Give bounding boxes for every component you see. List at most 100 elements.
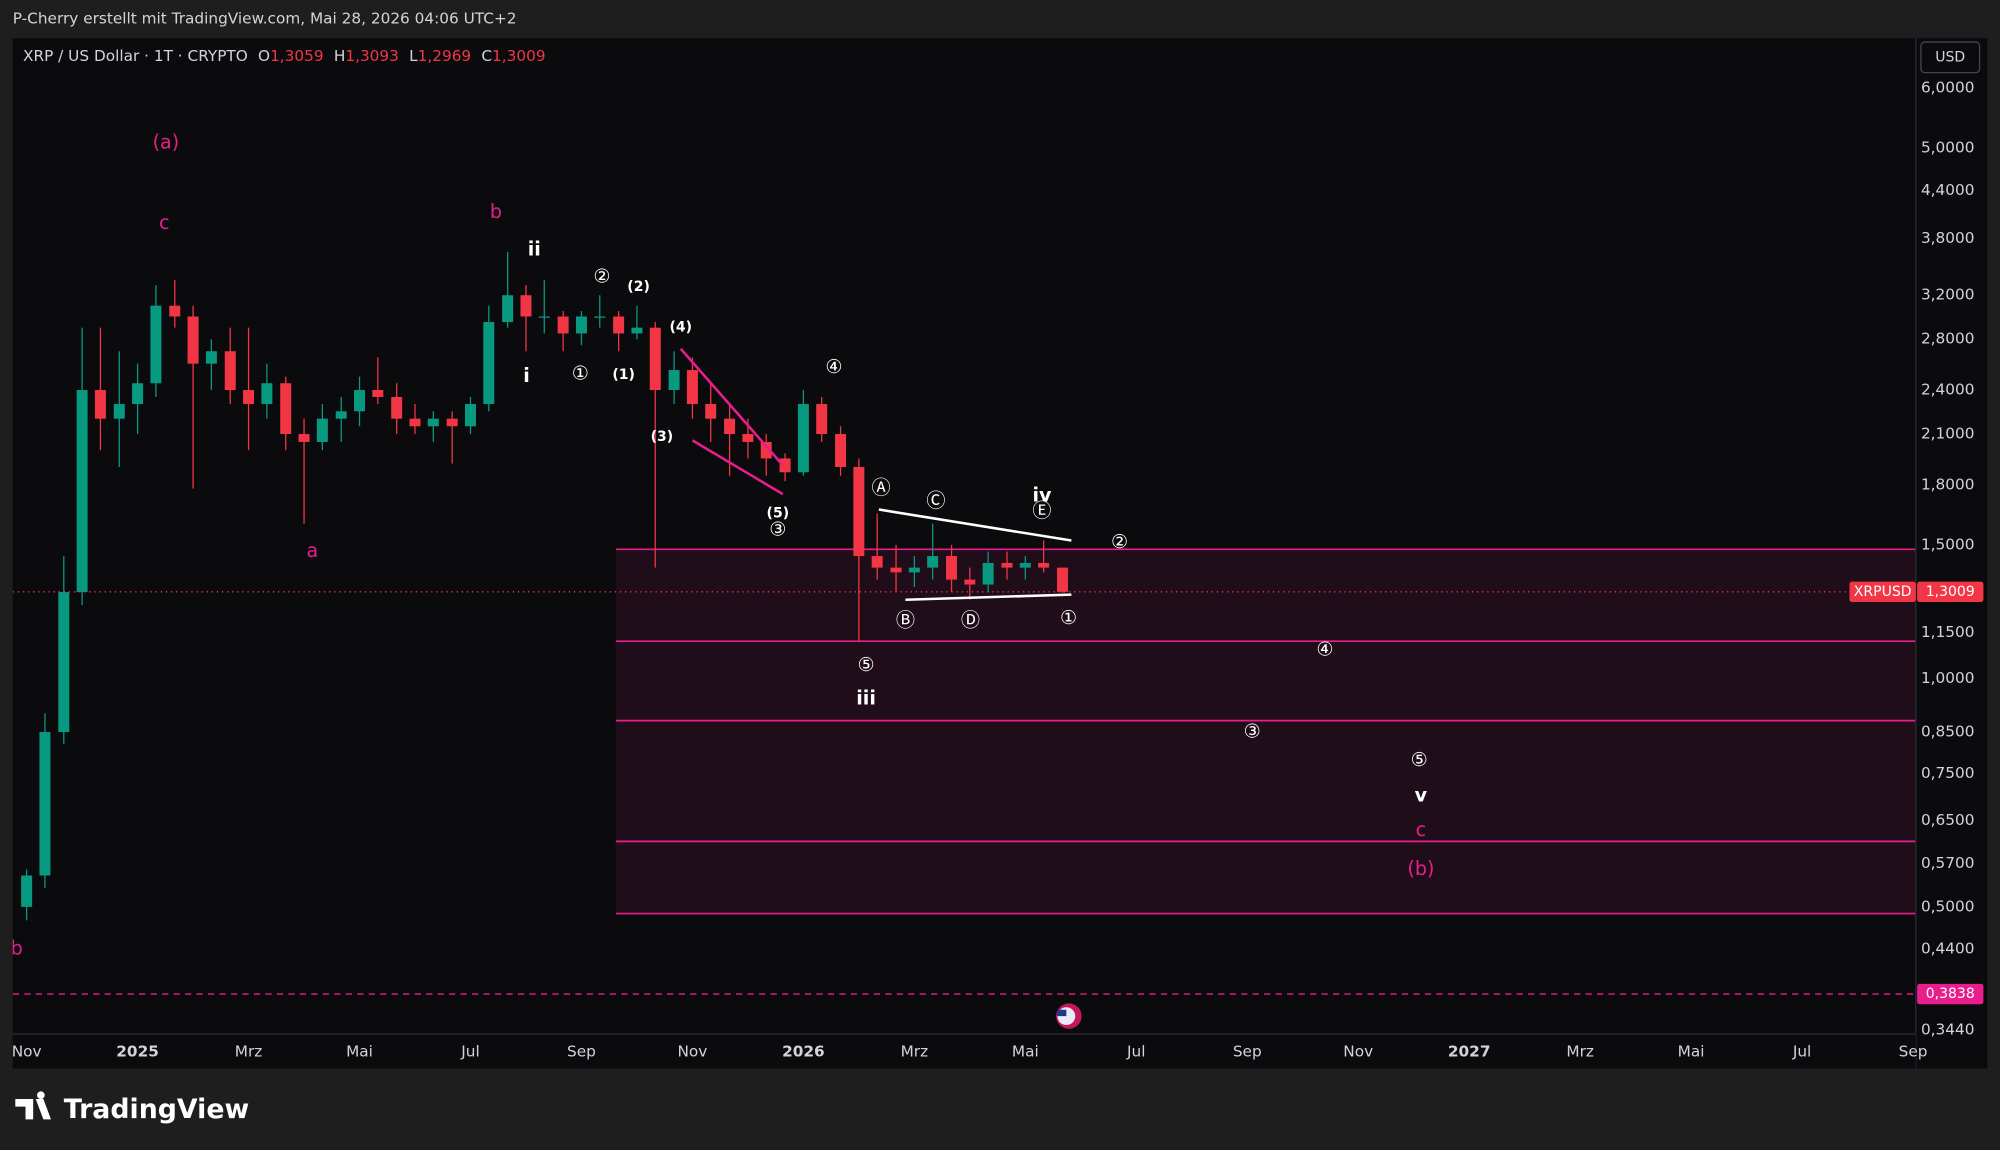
y-tick-label: 4,4000: [1921, 181, 1975, 199]
wave-label: (4): [669, 320, 692, 336]
y-tick-label: 3,2000: [1921, 286, 1975, 304]
wave-label: i: [523, 364, 530, 387]
x-tick-label: Sep: [1899, 1042, 1928, 1060]
wave-label: Ⓒ: [926, 489, 945, 512]
currency-box[interactable]: [1920, 41, 1981, 74]
wave-label: v: [1415, 784, 1428, 807]
wave-label: Ⓓ: [961, 609, 980, 632]
x-tick-label: Mai: [346, 1042, 373, 1060]
candle-body: [502, 295, 514, 323]
candle-body: [668, 370, 680, 391]
candle-body: [391, 396, 403, 419]
candle-body: [742, 434, 754, 442]
zone: [615, 641, 1916, 721]
candle-body: [354, 390, 366, 412]
y-tick-label: 0,6500: [1921, 811, 1975, 829]
x-tick-label: 2025: [116, 1042, 159, 1060]
wave-label: iii: [856, 686, 876, 709]
price-label-box: [1917, 983, 1984, 1005]
x-tick-label: Jul: [1126, 1042, 1145, 1060]
candle-body: [613, 316, 625, 334]
x-tick-label: Sep: [1233, 1042, 1262, 1060]
candle-body: [946, 556, 958, 580]
candle-body: [483, 322, 495, 405]
x-tick-label: Nov: [12, 1042, 42, 1060]
symbol: XRP / US Dollar · 1T · CRYPTO: [23, 47, 248, 65]
ohlc-name: L: [409, 47, 418, 65]
price-label: 1,3009: [1926, 584, 1975, 600]
candle-body: [243, 390, 255, 405]
candle-body: [835, 434, 847, 468]
y-tick-label: 3,8000: [1921, 229, 1975, 247]
candle-body: [316, 418, 328, 442]
candle-body: [1056, 567, 1068, 592]
trendline: [679, 347, 784, 467]
zone: [615, 720, 1916, 842]
zone: [615, 549, 1916, 642]
wave-label: ⑤: [1411, 748, 1428, 771]
candle-body: [816, 404, 828, 435]
x-tick-label: Jul: [460, 1042, 479, 1060]
candle-body: [372, 390, 384, 397]
candle-body: [58, 592, 70, 733]
wave-label: (a): [153, 130, 180, 153]
wave-label: b: [490, 200, 502, 223]
price-label-box: [1917, 581, 1984, 603]
candle-body: [21, 875, 33, 907]
candle-body: [150, 305, 162, 384]
candle-body: [964, 579, 976, 585]
price-label: 0,3838: [1926, 986, 1975, 1002]
ohlc-name: H: [334, 47, 346, 65]
x-tick-label: 2026: [782, 1042, 825, 1060]
ohlc-name: C: [481, 47, 492, 65]
currency: USD: [1935, 49, 1965, 65]
wave-label: a: [307, 539, 319, 562]
y-tick-label: 1,1500: [1921, 623, 1975, 641]
brand: TradingView: [64, 1094, 249, 1125]
x-tick-label: Nov: [677, 1042, 707, 1060]
wave-label: ⑤: [858, 653, 875, 676]
wave-label: (3): [651, 429, 674, 445]
candle-body: [908, 567, 920, 573]
candle-body: [187, 316, 199, 364]
candle-body: [631, 327, 643, 334]
price-axis: [1915, 38, 1988, 1069]
zone: [615, 841, 1916, 914]
candle-body: [705, 404, 717, 419]
candle-body: [575, 316, 587, 334]
symbol-label-box: [1849, 581, 1916, 603]
wave-label: ①: [572, 361, 589, 384]
x-tick-label: Mrz: [901, 1042, 929, 1060]
y-tick-label: 1,0000: [1921, 669, 1975, 687]
candle-body: [39, 732, 51, 876]
wave-label: (b): [1407, 857, 1434, 880]
candle-body: [427, 418, 439, 427]
candle-body: [1038, 562, 1050, 568]
wave-label: c: [159, 211, 170, 234]
x-tick-label: Mai: [1012, 1042, 1039, 1060]
y-tick-label: 0,5000: [1921, 897, 1975, 915]
candle-body: [169, 305, 181, 317]
wave-label: iv: [1032, 483, 1052, 506]
time-axis: [12, 1033, 1916, 1069]
y-tick-label: 2,1000: [1921, 425, 1975, 443]
candle-body: [927, 556, 939, 568]
candle-body: [982, 562, 994, 585]
candle-body: [280, 383, 292, 435]
candle-body: [853, 467, 865, 557]
x-tick-label: Jul: [1792, 1042, 1811, 1060]
candle-body: [557, 316, 569, 334]
candle-body: [724, 418, 736, 435]
y-tick-label: 2,4000: [1921, 381, 1975, 399]
wave-label: ①: [1060, 606, 1077, 629]
candle-body: [797, 404, 809, 473]
wave-label: (1): [612, 367, 635, 383]
x-tick-label: Mrz: [1566, 1042, 1594, 1060]
candle-body: [335, 411, 347, 419]
ohlc-value: 1,3059: [270, 47, 324, 65]
candle-body: [890, 567, 902, 573]
wave-label: ④: [1316, 638, 1333, 661]
trendline: [691, 439, 784, 496]
